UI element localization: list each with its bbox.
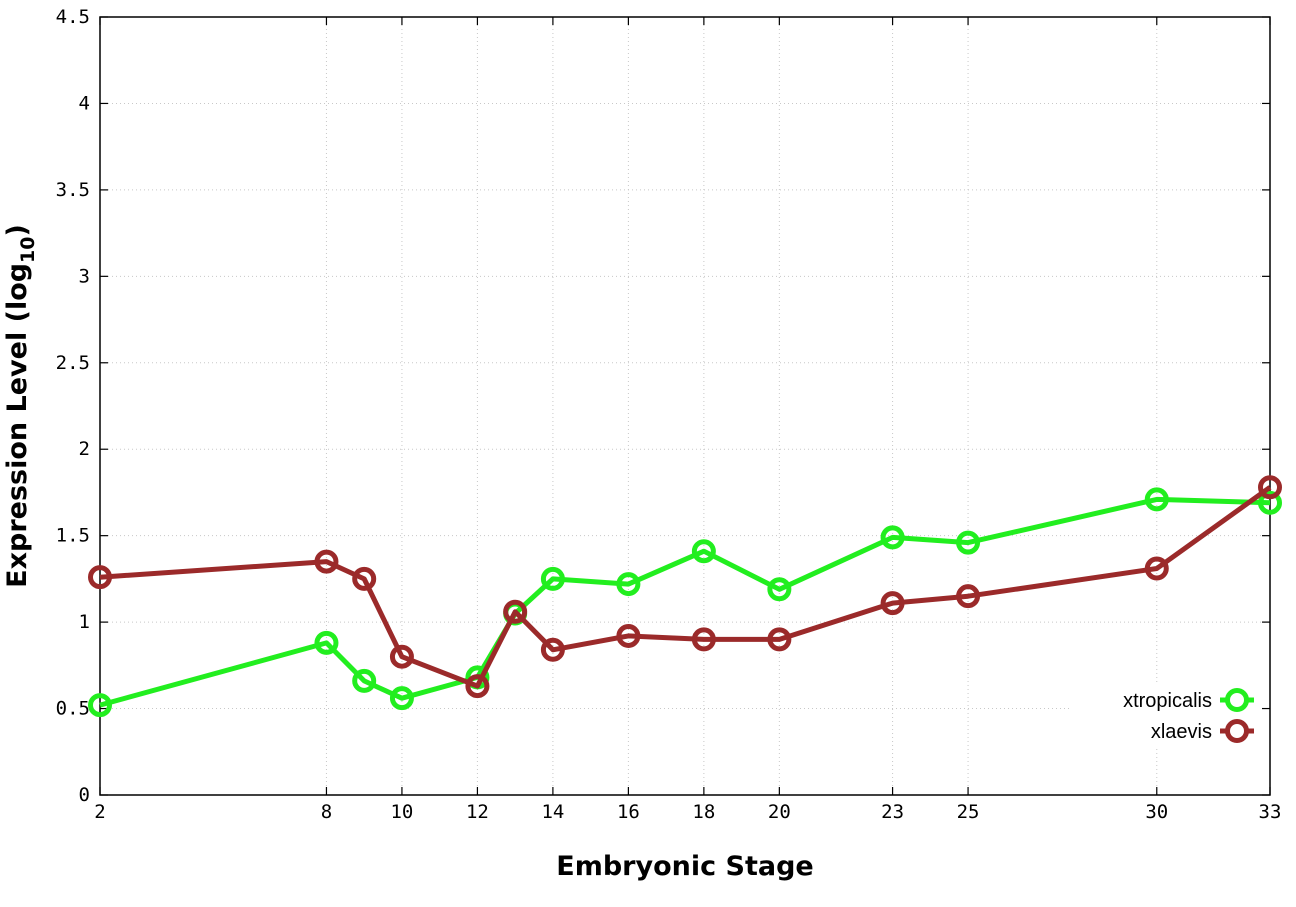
series-line-xlaevis bbox=[99, 485, 1272, 689]
x-tick-label: 8 bbox=[321, 801, 332, 823]
legend-marker-xlaevis bbox=[1225, 719, 1249, 743]
series-layer bbox=[88, 475, 1282, 718]
x-tick-label: 25 bbox=[957, 801, 980, 823]
y-tick-label: 4.5 bbox=[56, 6, 90, 28]
data-point-xlaevis bbox=[540, 637, 565, 662]
y-tick-label: 1.5 bbox=[56, 525, 90, 547]
data-point-xlaevis bbox=[1258, 475, 1282, 500]
data-point-xlaevis bbox=[352, 566, 377, 591]
data-point-xtropicalis bbox=[956, 530, 981, 555]
y-tick-label: 1 bbox=[79, 611, 90, 633]
x-tick-label: 18 bbox=[692, 801, 715, 823]
data-point-xlaevis bbox=[767, 627, 792, 652]
data-point-xlaevis bbox=[691, 627, 716, 652]
y-tick-label: 0.5 bbox=[56, 698, 90, 720]
grid-lines bbox=[100, 17, 1270, 795]
x-tick-label: 14 bbox=[541, 801, 564, 823]
axis-ticks bbox=[99, 16, 1271, 796]
data-point-xtropicalis bbox=[1144, 487, 1169, 512]
series-line-xtropicalis bbox=[99, 496, 1271, 708]
legend-label-xtropicalis: xtropicalis bbox=[1123, 690, 1212, 712]
x-tick-label: 30 bbox=[1145, 801, 1168, 823]
data-point-xtropicalis bbox=[691, 539, 716, 564]
y-tick-label: 2 bbox=[79, 438, 90, 460]
data-point-xtropicalis bbox=[540, 566, 565, 591]
y-tick-label: 3.5 bbox=[56, 179, 90, 201]
data-point-xtropicalis bbox=[352, 668, 377, 693]
x-tick-label: 23 bbox=[881, 801, 904, 823]
data-point-xtropicalis bbox=[767, 577, 792, 602]
data-point-xlaevis bbox=[503, 599, 528, 624]
data-point-xlaevis bbox=[880, 591, 905, 616]
x-tick-label: 33 bbox=[1259, 801, 1282, 823]
data-point-xtropicalis bbox=[389, 686, 414, 711]
x-tick-label: 20 bbox=[768, 801, 791, 823]
data-point-xlaevis bbox=[389, 644, 414, 669]
data-point-xlaevis bbox=[1144, 556, 1169, 581]
y-tick-label: 4 bbox=[79, 92, 90, 114]
data-point-xlaevis bbox=[465, 674, 490, 699]
legend-label-xlaevis: xlaevis bbox=[1151, 721, 1212, 743]
y-tick-label: 0 bbox=[79, 784, 90, 806]
x-tick-labels: 2 8 10 12 14 16 18 20 23 25 30 33 bbox=[94, 801, 1281, 823]
data-point-xlaevis bbox=[314, 549, 339, 574]
data-point-xtropicalis bbox=[616, 572, 641, 597]
data-point-xlaevis bbox=[88, 565, 112, 590]
data-point-xtropicalis bbox=[1258, 490, 1282, 515]
x-tick-label: 16 bbox=[617, 801, 640, 823]
y-tick-labels: 0 0.5 1 1.5 2 2.5 3 3.5 4 4.5 bbox=[56, 6, 90, 806]
x-axis-title: Embryonic Stage bbox=[556, 851, 813, 882]
data-point-xtropicalis bbox=[314, 630, 339, 655]
x-tick-label: 12 bbox=[466, 801, 489, 823]
legend-marker-xtropicalis bbox=[1225, 688, 1249, 712]
y-tick-label: 2.5 bbox=[56, 352, 90, 374]
x-tick-label: 10 bbox=[390, 801, 413, 823]
y-axis-title: Expression Level (log10) bbox=[2, 224, 39, 588]
legend: xtropicalis xlaevis bbox=[1070, 682, 1262, 748]
data-point-xlaevis bbox=[616, 623, 641, 648]
data-point-xtropicalis bbox=[880, 525, 905, 550]
plot-frame bbox=[99, 16, 1271, 796]
x-tick-label: 2 bbox=[94, 801, 105, 823]
data-point-xlaevis bbox=[956, 584, 981, 609]
data-point-xtropicalis bbox=[88, 693, 112, 718]
y-tick-label: 3 bbox=[79, 265, 90, 287]
